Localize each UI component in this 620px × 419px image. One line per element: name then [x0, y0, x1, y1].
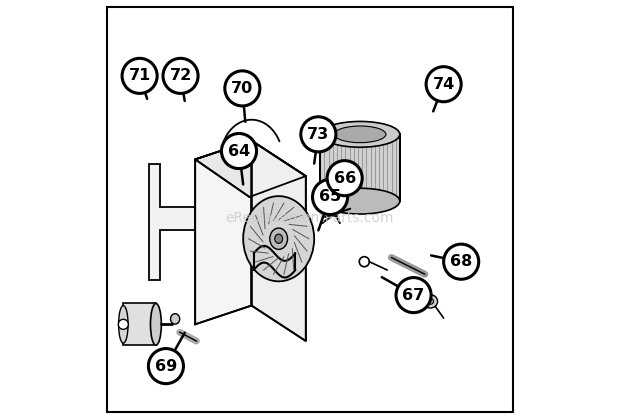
- Polygon shape: [321, 134, 400, 201]
- Text: eReplacementParts.com: eReplacementParts.com: [226, 211, 394, 225]
- Ellipse shape: [275, 234, 283, 243]
- Ellipse shape: [321, 188, 400, 214]
- Circle shape: [327, 160, 362, 196]
- Circle shape: [312, 179, 348, 215]
- Text: 72: 72: [169, 68, 192, 83]
- Text: 64: 64: [228, 144, 250, 158]
- Polygon shape: [149, 163, 195, 280]
- Ellipse shape: [321, 122, 400, 147]
- Text: 71: 71: [128, 68, 151, 83]
- Ellipse shape: [334, 126, 386, 142]
- Circle shape: [225, 71, 260, 106]
- Circle shape: [396, 277, 431, 313]
- Circle shape: [163, 58, 198, 93]
- Text: 70: 70: [231, 81, 254, 96]
- Text: 74: 74: [433, 77, 454, 92]
- Circle shape: [118, 319, 128, 329]
- Text: 68: 68: [450, 254, 472, 269]
- Ellipse shape: [170, 314, 180, 324]
- Ellipse shape: [427, 298, 433, 304]
- Text: 66: 66: [334, 171, 356, 186]
- Polygon shape: [195, 141, 252, 324]
- Circle shape: [221, 134, 257, 168]
- Circle shape: [122, 58, 157, 93]
- Text: 67: 67: [402, 287, 425, 303]
- Text: 65: 65: [319, 189, 341, 204]
- Polygon shape: [195, 141, 306, 197]
- Text: 69: 69: [155, 359, 177, 374]
- Ellipse shape: [270, 228, 288, 249]
- Ellipse shape: [423, 295, 438, 308]
- Ellipse shape: [151, 303, 161, 345]
- Circle shape: [148, 349, 184, 384]
- Ellipse shape: [118, 305, 128, 343]
- Circle shape: [301, 117, 336, 152]
- Circle shape: [444, 244, 479, 279]
- Ellipse shape: [243, 196, 314, 281]
- Polygon shape: [123, 303, 156, 345]
- Circle shape: [332, 211, 337, 216]
- Circle shape: [426, 67, 461, 102]
- Polygon shape: [252, 141, 306, 341]
- Text: 73: 73: [308, 127, 329, 142]
